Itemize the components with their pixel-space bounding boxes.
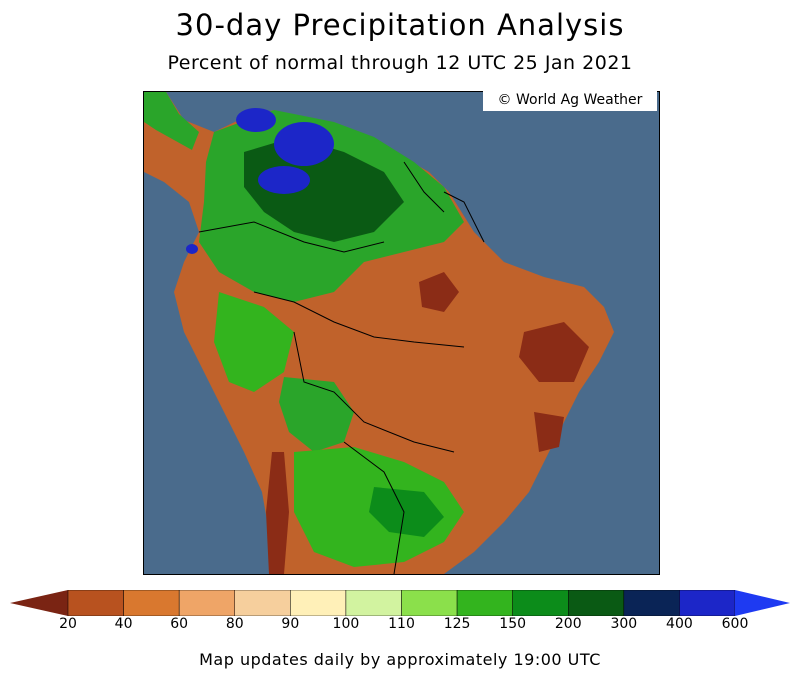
legend-box — [123, 590, 180, 616]
legend-tick-label: 150 — [499, 616, 527, 632]
dry-east-coast — [534, 412, 564, 452]
map-subtitle: Percent of normal through 12 UTC 25 Jan … — [167, 52, 633, 74]
footer-note: Map updates daily by approximately 19:00… — [199, 650, 601, 669]
wet-region-west — [214, 292, 294, 392]
legend-tick-label: 60 — [170, 616, 189, 632]
legend-high-arrow — [735, 590, 790, 616]
legend-tick-label: 125 — [443, 616, 471, 632]
extreme-wet-blob-2 — [258, 166, 310, 194]
legend-box — [568, 590, 625, 616]
very-dry-northeast — [519, 322, 589, 382]
legend-tick-label: 80 — [225, 616, 244, 632]
legend-box — [345, 590, 402, 616]
legend-tick-label: 300 — [610, 616, 638, 632]
extreme-wet-blob-4 — [186, 244, 198, 254]
legend-box — [623, 590, 680, 616]
legend-box — [679, 590, 736, 616]
legend-box — [178, 590, 236, 616]
legend-boxes — [67, 590, 736, 616]
very-wet-south — [369, 487, 444, 537]
legend-tick-label: 600 — [721, 616, 749, 632]
very-wet-core — [244, 137, 404, 242]
color-legend — [10, 590, 790, 616]
legend-ticks: 20 40 60 80 90 100 110 125 150 200 300 400 600 — [0, 616, 800, 636]
legend-box — [290, 590, 347, 616]
legend-tick-label: 90 — [281, 616, 300, 632]
precipitation-map — [143, 91, 660, 575]
very-dry-chile — [266, 452, 289, 574]
legend-box — [234, 590, 291, 616]
extreme-wet-blob-1 — [274, 122, 334, 166]
country-borders — [198, 161, 485, 574]
legend-box — [512, 590, 569, 616]
legend-tick-label: 200 — [554, 616, 582, 632]
very-dry-central — [419, 272, 459, 312]
extreme-wet-blob-3 — [236, 108, 276, 132]
legend-low-arrow — [10, 590, 68, 616]
wet-region-bolivia — [279, 377, 354, 452]
credit-label: © World Ag Weather — [483, 89, 657, 111]
legend-box — [456, 590, 513, 616]
legend-tick-label: 40 — [114, 616, 133, 632]
legend-tick-label: 400 — [666, 616, 693, 632]
legend-tick-label: 110 — [388, 616, 415, 632]
legend-tick-label: 20 — [59, 616, 77, 632]
legend-box — [401, 590, 458, 616]
map-canvas — [144, 92, 659, 574]
legend-tick-label: 100 — [332, 616, 360, 632]
legend-box — [67, 590, 124, 616]
map-title: 30-day Precipitation Analysis — [175, 8, 625, 42]
central-america — [144, 92, 199, 150]
